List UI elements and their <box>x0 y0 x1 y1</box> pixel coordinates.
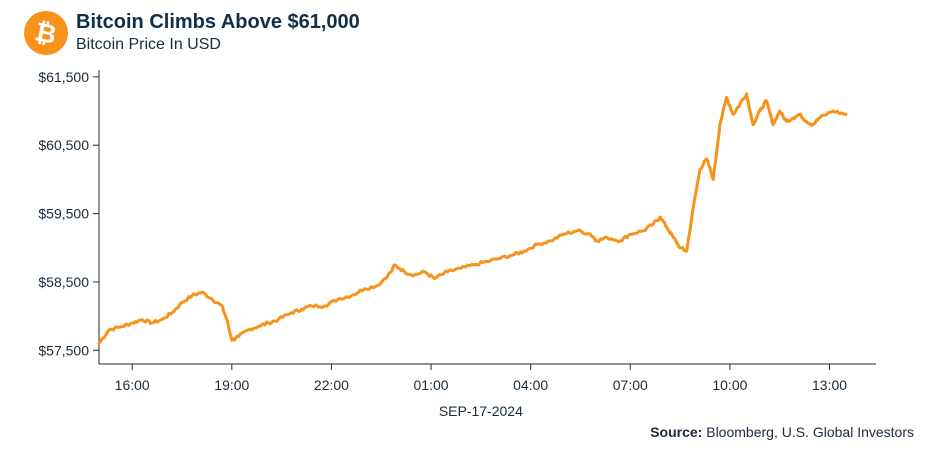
source-label: Source: <box>650 424 703 440</box>
y-tick-label: $60,500 <box>38 137 89 153</box>
chart-header: ₿ Bitcoin Climbs Above $61,000 Bitcoin P… <box>24 8 360 58</box>
x-tick-label: 07:00 <box>613 377 648 393</box>
y-tick-label: $57,500 <box>38 342 89 358</box>
x-axis-label: SEP-17-2024 <box>439 403 523 419</box>
x-tick-label: 22:00 <box>314 377 349 393</box>
x-tick-label: 16:00 <box>115 377 150 393</box>
x-tick-label: 01:00 <box>414 377 449 393</box>
x-tick-label: 10:00 <box>712 377 747 393</box>
chart-subtitle: Bitcoin Price In USD <box>76 36 221 53</box>
series-line-bitcoin <box>97 92 848 345</box>
bitcoin-logo-icon: ₿ <box>24 11 68 55</box>
y-tick-label: $59,500 <box>38 206 89 222</box>
x-tick-label: 19:00 <box>214 377 249 393</box>
source-text: Bloomberg, U.S. Global Investors <box>706 424 914 440</box>
y-tick-label: $61,500 <box>38 69 89 85</box>
y-tick-label: $58,500 <box>38 274 89 290</box>
source-note: Source: Bloomberg, U.S. Global Investors <box>650 424 914 440</box>
title-block: Bitcoin Climbs Above $61,000 Bitcoin Pri… <box>76 10 360 56</box>
chart-title: Bitcoin Climbs Above $61,000 <box>76 11 360 33</box>
x-tick-label: 04:00 <box>513 377 548 393</box>
x-tick-label: 13:00 <box>812 377 847 393</box>
